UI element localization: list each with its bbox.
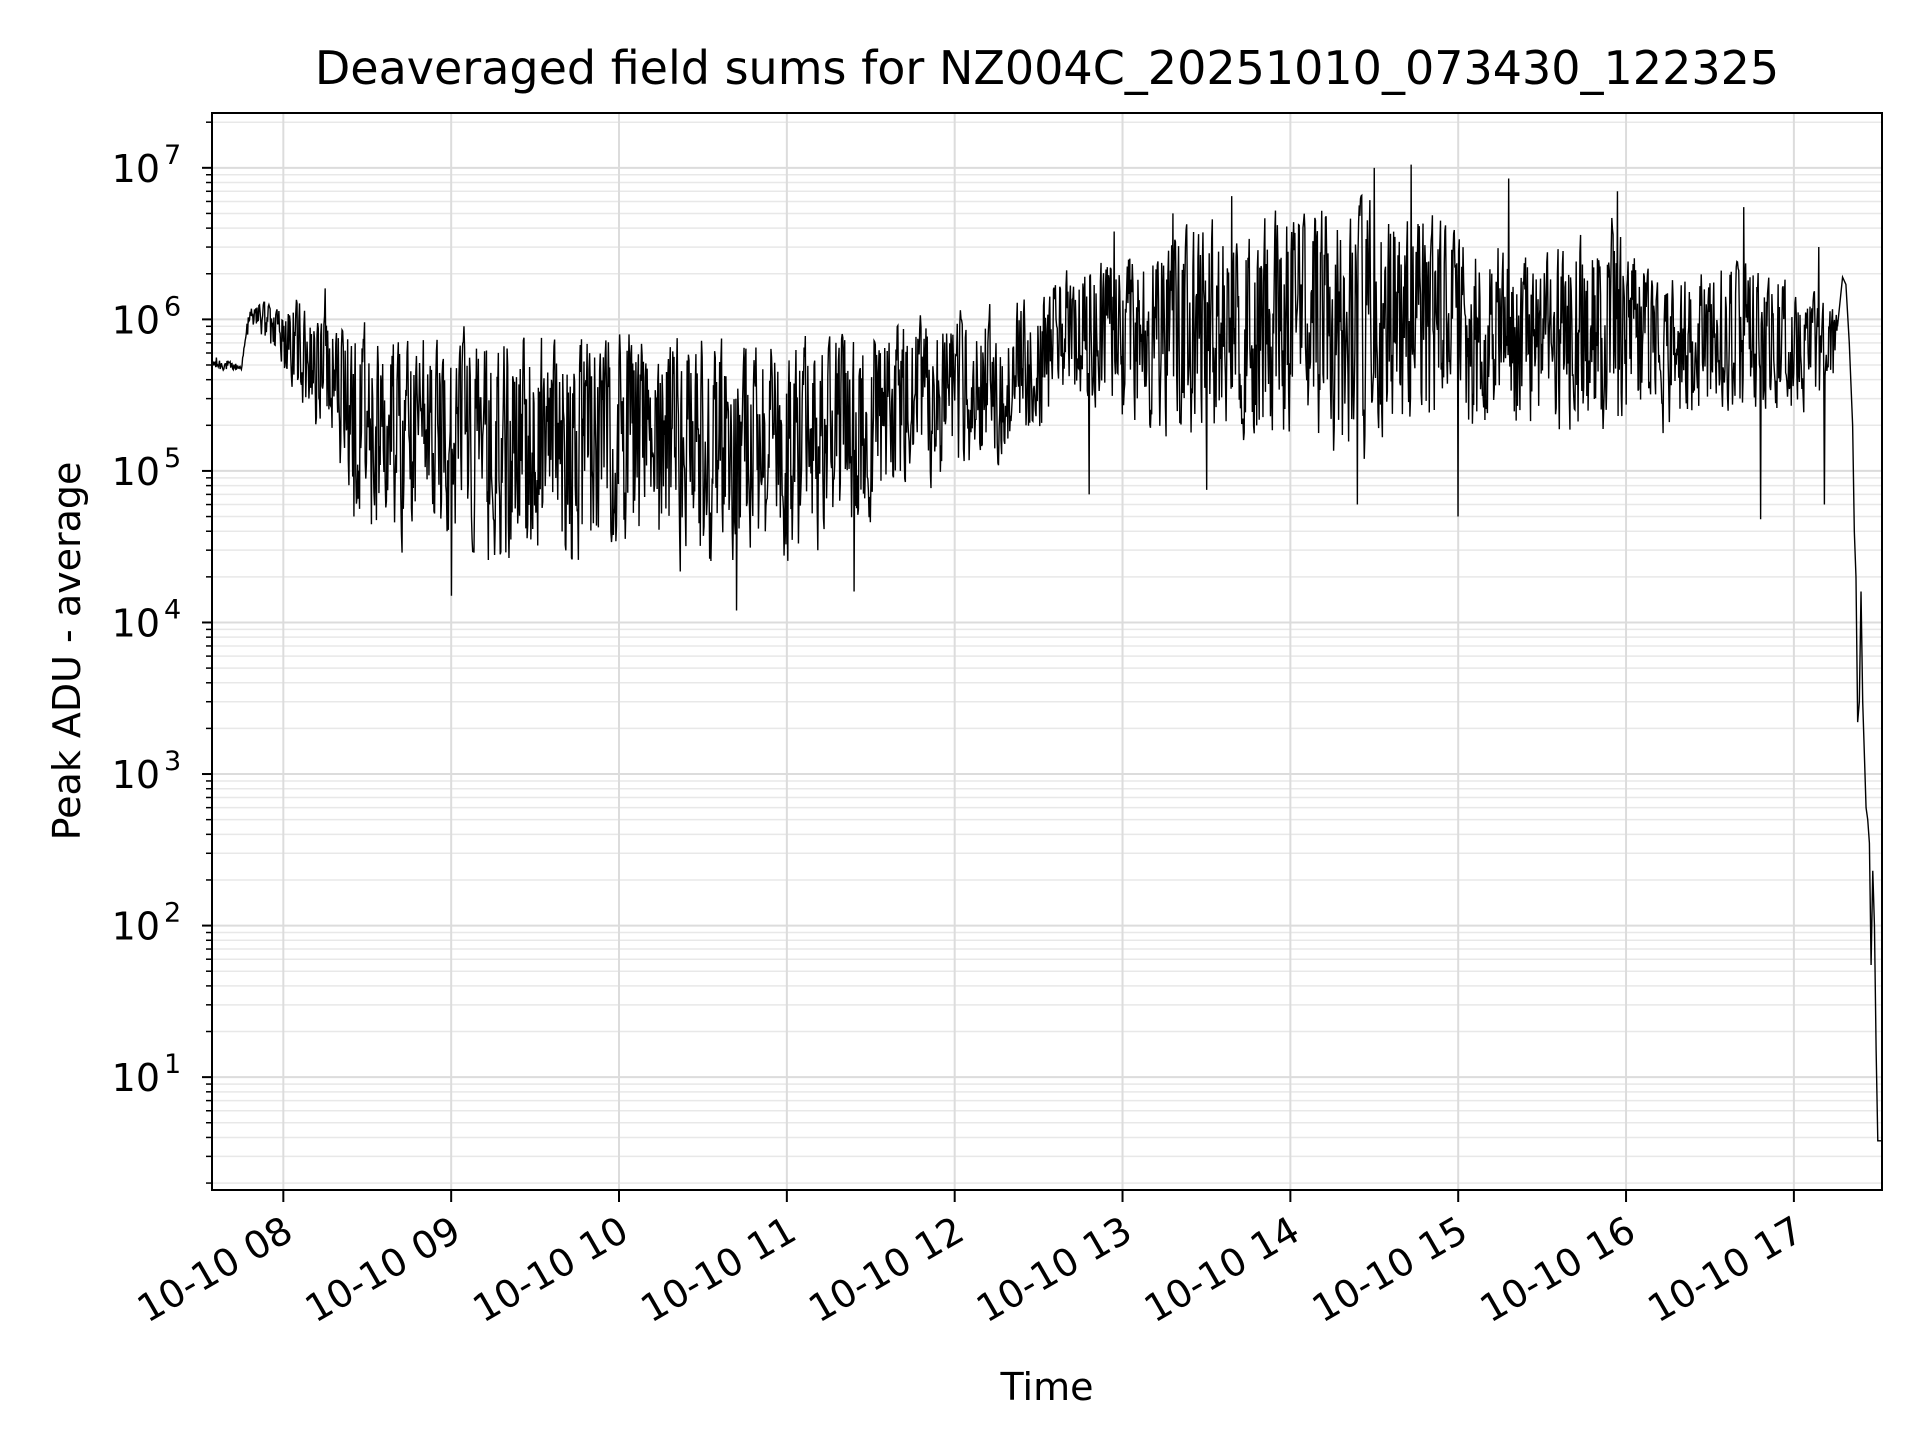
y-tick-exponent: 6	[164, 291, 181, 322]
y-tick-label: 10	[112, 450, 160, 494]
y-tick-label: 10	[112, 905, 160, 949]
plot-frame	[211, 112, 1883, 1191]
chart-title: Deaveraged field sums for NZ004C_2025101…	[315, 41, 1779, 95]
y-tick-label: 10	[112, 298, 160, 342]
y-tick-exponent: 3	[164, 746, 181, 777]
y-tick-label: 10	[112, 753, 160, 797]
y-axis-label: Peak ADU - average	[45, 462, 89, 841]
y-tick-label: 10	[112, 601, 160, 645]
y-tick-label: 10	[112, 147, 160, 191]
data-series	[211, 164, 1882, 1142]
series-line	[211, 164, 1882, 1142]
y-tick-exponent: 2	[164, 898, 181, 929]
y-tick-exponent: 7	[164, 140, 181, 171]
y-tick-exponent: 5	[164, 443, 181, 474]
x-axis-label: Time	[1000, 1365, 1094, 1409]
y-tick-exponent: 4	[164, 594, 181, 625]
y-tick-exponent: 1	[164, 1049, 181, 1080]
y-tick-label: 10	[112, 1056, 160, 1100]
